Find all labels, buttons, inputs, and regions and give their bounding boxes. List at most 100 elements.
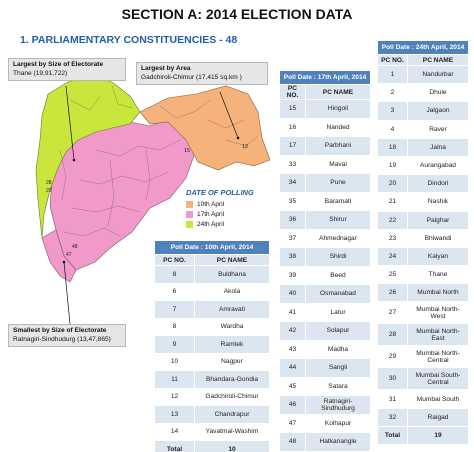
pc-no-cell: 28 xyxy=(377,323,408,347)
table-row: 12 Gadchiroli-Chimur xyxy=(154,387,270,406)
table-row: 37 Ahmednagar xyxy=(279,228,371,248)
callout-largest-area: Largest by Area Gadchiroli-Chimur (17,41… xyxy=(136,62,268,85)
section-title: SECTION A: 2014 ELECTION DATA xyxy=(121,6,353,22)
table-row: 28 Mumbai North-East xyxy=(377,323,469,347)
leader-line-largest-electorate xyxy=(65,85,75,161)
table-row: 14 Yavatmal-Washim xyxy=(154,422,270,441)
table-row: 34 Pune xyxy=(279,173,371,193)
pc-no-cell: 9 xyxy=(154,335,195,354)
table-row: 46 Ratnagiri-Sindhudurg xyxy=(279,395,371,415)
leader-dot-largest-electorate xyxy=(72,158,76,162)
map-label: 12 xyxy=(242,144,248,150)
table-row: 30 Mumbai South-Central xyxy=(377,367,469,391)
table-row: 45 Satara xyxy=(279,376,371,396)
pc-no-cell: 19 xyxy=(377,155,408,176)
pc-no-cell: 8 xyxy=(154,317,195,336)
pc-no-cell: 41 xyxy=(279,302,306,322)
pc-name-cell: Mumbai North xyxy=(407,283,469,303)
legend-label: 17th April xyxy=(197,210,225,218)
pc-no-cell: 21 xyxy=(377,192,408,212)
pc-no-cell: 15 xyxy=(279,99,306,119)
total-value: 19 xyxy=(407,425,469,446)
pc-no-cell: 34 xyxy=(279,173,306,193)
pc-name-cell: Bhandara-Gondia xyxy=(194,370,270,389)
pc-no-cell: 44 xyxy=(279,358,306,378)
pc-name-cell: Jalna xyxy=(407,137,469,157)
pc-name-cell: Bhiwandi xyxy=(407,228,469,248)
table-row: 35 Baramati xyxy=(279,191,371,211)
pc-name-cell: Nandurbar xyxy=(407,64,469,85)
pc-name-cell: Hingoli xyxy=(305,99,371,119)
table-row: 2 Dhule xyxy=(377,83,469,103)
table-poll-10th-april: Poll Date : 10th April, 2014 PC NO. PC N… xyxy=(154,240,270,452)
callout-largest-electorate: Largest by Size of Electorate Thane (19,… xyxy=(8,58,126,81)
pc-name-cell: Thane xyxy=(407,265,469,285)
region-24th-april xyxy=(35,75,141,239)
table-poll-date: Poll Date : 24th April, 2014 xyxy=(377,40,469,55)
table-poll-date: Poll Date : 17th April, 2014 xyxy=(279,70,371,85)
table-row: 36 Shirur xyxy=(279,210,371,230)
pc-no-cell: 8 xyxy=(154,265,195,284)
table-poll-date: Poll Date : 10th April, 2014 xyxy=(154,240,270,255)
subtitle: 1. PARLIAMENTARY CONSTITUENCIES - 48 xyxy=(20,34,238,46)
table-row: 33 Maval xyxy=(279,154,371,174)
pc-no-cell: 12 xyxy=(154,387,195,406)
pc-no-cell: 36 xyxy=(279,210,306,230)
table-row: 23 Bhiwandi xyxy=(377,228,469,248)
pc-name-cell: Kalyan xyxy=(407,246,469,267)
pc-no-cell: 48 xyxy=(279,432,306,452)
pc-name-cell: Chandrapur xyxy=(194,405,270,424)
total-label: Total xyxy=(154,440,195,452)
pc-name-cell: Dhule xyxy=(407,83,469,103)
pc-no-cell: 17 xyxy=(279,136,306,156)
pc-name-cell: Pune xyxy=(305,173,371,193)
table-row: 41 Latur xyxy=(279,302,371,322)
legend-label: 10th April xyxy=(197,200,225,208)
pc-no-cell: 16 xyxy=(279,117,306,137)
pc-name-cell: Nashik xyxy=(407,192,469,212)
table-row: 9 Ramtek xyxy=(154,335,270,354)
table-row: 6 Akola xyxy=(154,282,270,301)
table-row: 32 Raigad xyxy=(377,407,469,427)
table-row: 7 Amravati xyxy=(154,300,270,319)
pc-name-cell: Latur xyxy=(305,302,371,322)
table-row: 43 Madha xyxy=(279,339,371,359)
table-row: 16 Nanded xyxy=(279,117,371,137)
legend-item: 17th April xyxy=(186,209,254,219)
pc-no-cell: 29 xyxy=(377,345,408,369)
table-row: 27 Mumbai North-West xyxy=(377,301,469,325)
leader-dot-smallest-electorate xyxy=(62,260,66,264)
table-row: 21 Nashik xyxy=(377,192,469,212)
pc-name-cell: Maval xyxy=(305,154,371,174)
total-row: Total 10 xyxy=(154,440,270,452)
map-label: 28 xyxy=(46,180,52,186)
pc-no-cell: 25 xyxy=(377,265,408,285)
pc-name-cell: Osmanabad xyxy=(305,284,371,304)
column-header-pc-no: PC NO. xyxy=(154,254,195,266)
pc-name-cell: Raigad xyxy=(407,407,469,427)
table-row: 15 Hingoli xyxy=(279,99,371,119)
pc-no-cell: 1 xyxy=(377,64,408,85)
pc-name-cell: Akola xyxy=(194,282,270,301)
callout-value: Thane (19,91,722) xyxy=(13,69,68,77)
table-row: 22 Palghar xyxy=(377,210,469,230)
pc-name-cell: Ahmednagar xyxy=(305,228,371,248)
pc-name-cell: Jalgaon xyxy=(407,101,469,121)
pc-no-cell: 42 xyxy=(279,321,306,341)
pc-no-cell: 24 xyxy=(377,246,408,267)
pc-no-cell: 26 xyxy=(377,283,408,303)
pc-no-cell: 10 xyxy=(154,352,195,371)
polling-date-legend: DATE OF POLLING 10th April 17th April 24… xyxy=(186,188,254,229)
pc-no-cell: 22 xyxy=(377,210,408,230)
table-row: 1 Nandurbar xyxy=(377,64,469,85)
table-row: 10 Nagpur xyxy=(154,352,270,371)
map-label: 47 xyxy=(66,252,72,258)
table-row: 13 Chandrapur xyxy=(154,405,270,424)
table-row: 38 Shirdi xyxy=(279,247,371,267)
pc-name-cell: Wardha xyxy=(194,317,270,336)
table-row: 44 Sangli xyxy=(279,358,371,378)
pc-name-cell: Mumbai North-West xyxy=(407,301,469,325)
column-header-pc-no: PC NO. xyxy=(377,54,408,66)
pc-name-cell: Mumbai North-East xyxy=(407,323,469,347)
